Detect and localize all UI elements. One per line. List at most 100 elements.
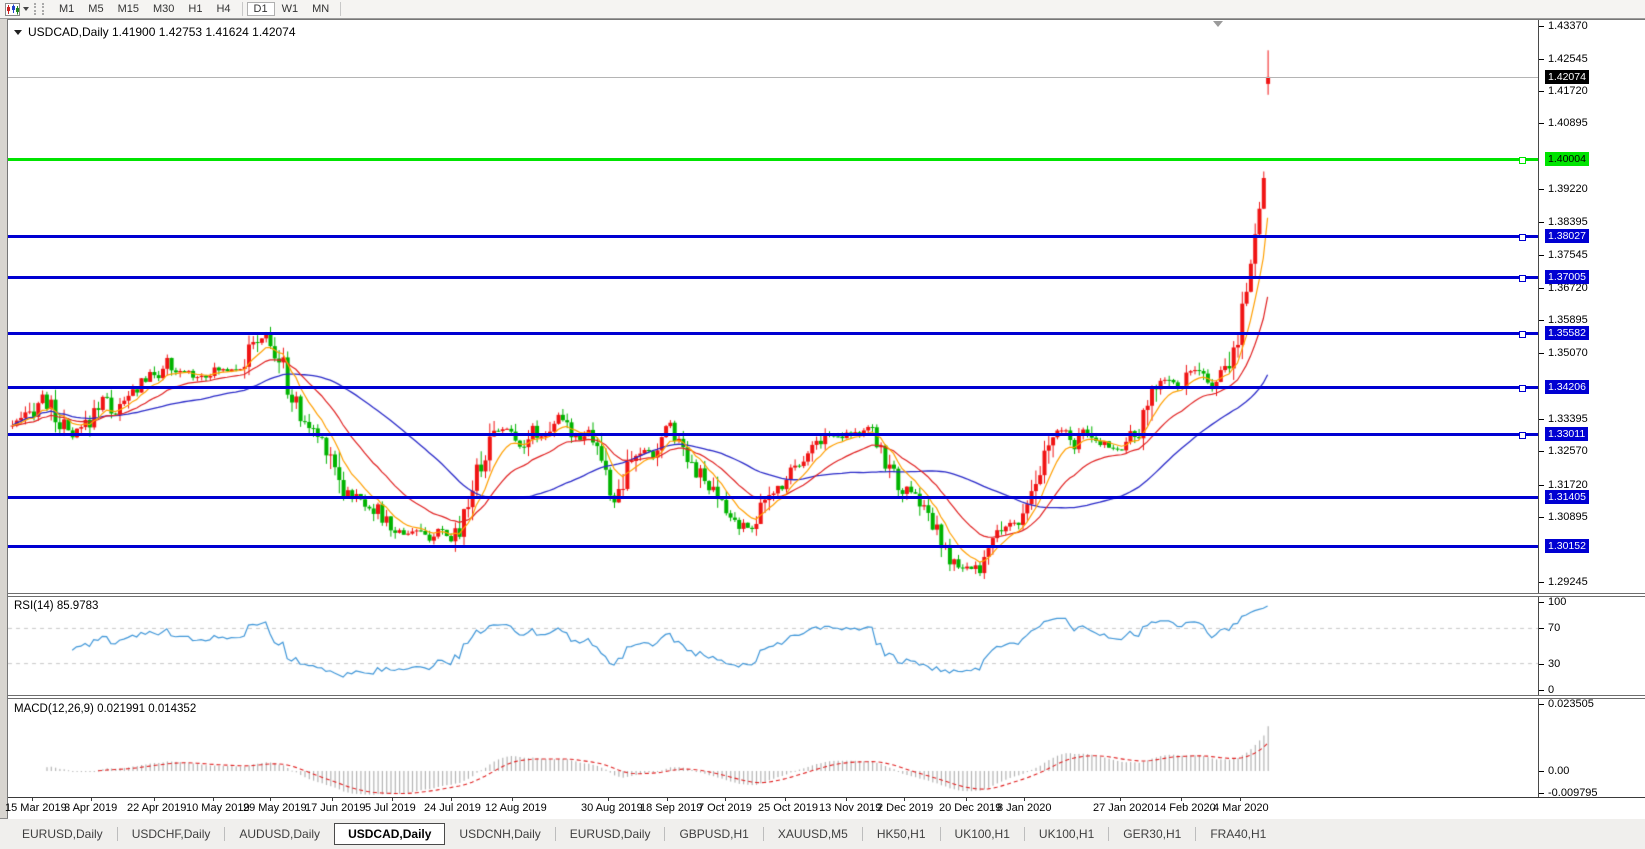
hline-1.40004[interactable] — [8, 156, 1538, 164]
date-label: 10 May 2019 — [186, 802, 250, 814]
price-tick-mark — [1539, 287, 1544, 289]
price-badge-1.34206: 1.34206 — [1545, 379, 1589, 394]
date-label: 27 Jan 2020 — [1093, 802, 1154, 814]
timeframe-button-h4[interactable]: H4 — [216, 3, 231, 15]
chart-tab-usdcnh-daily-4[interactable]: USDCNH,Daily — [459, 827, 541, 841]
chart-tab-bar: EURUSD,Daily USDCHF,Daily AUDUSD,Daily USDC… — [0, 818, 1645, 849]
date-tick-mark — [270, 798, 271, 801]
rsi-tick-label: 0 — [1548, 684, 1555, 696]
toolbar-grip-handle[interactable] — [34, 3, 36, 15]
date-tick-mark — [213, 798, 214, 801]
price-axis[interactable]: 1.40004 1.38027 1.37005 1.35582 1.34206 1.330… — [1538, 20, 1645, 799]
hline-1.34206[interactable] — [8, 384, 1538, 392]
price-tick-label: 1.43370 — [1548, 20, 1588, 33]
hline-1.31405[interactable] — [8, 496, 1538, 500]
date-label: 24 Jul 2019 — [424, 802, 481, 814]
rsi-tick-label: 70 — [1548, 622, 1561, 635]
price-tick-label: 1.35895 — [1548, 314, 1588, 327]
hline-handle[interactable] — [1519, 384, 1526, 392]
timeframe-button-w1[interactable]: W1 — [281, 3, 299, 15]
timeframe-buttons: M1 M5 M15 M30 H1 H4 D1 W1 MN — [52, 2, 345, 16]
price-tick-label: 1.31720 — [1548, 478, 1588, 491]
hline-handle[interactable] — [1519, 156, 1526, 164]
date-tick-mark — [966, 798, 967, 801]
chart-shift-marker[interactable] — [1213, 21, 1223, 27]
chart-title-collapse-arrow-icon[interactable] — [14, 29, 22, 35]
timeframe-button-m5[interactable]: M5 — [88, 3, 104, 15]
hline-handle[interactable] — [1519, 431, 1526, 439]
hline-1.38027[interactable] — [8, 234, 1538, 242]
price-tick-mark — [1539, 58, 1544, 60]
hline-handle[interactable] — [1519, 330, 1526, 338]
chart-tab-xauusd-m5-7[interactable]: XAUUSD,M5 — [777, 827, 848, 841]
rsi-indicator-canvas[interactable] — [8, 596, 1538, 696]
price-tick-mark — [1539, 517, 1544, 519]
chart-title: USDCAD,Daily 1.41900 1.42753 1.41624 1.4… — [28, 25, 296, 39]
date-label: 20 Dec 2019 — [939, 802, 1002, 814]
hline-1.35582[interactable] — [8, 330, 1538, 338]
chart-tab-eurusd-daily-5[interactable]: EURUSD,Daily — [569, 827, 651, 841]
current-price-badge: 1.42074 — [1545, 70, 1589, 85]
chart-tab-eurusd-daily-0[interactable]: EURUSD,Daily — [22, 827, 103, 841]
panel-splitter-rsi[interactable] — [8, 593, 1645, 597]
price-badge-1.35582: 1.35582 — [1545, 325, 1589, 340]
date-tick-mark — [608, 798, 609, 801]
date-label: 7 Oct 2019 — [698, 802, 752, 814]
timeframe-button-m1[interactable]: M1 — [59, 3, 75, 15]
date-tick-mark — [1240, 798, 1241, 801]
chart-tab-usdcad-daily-3[interactable]: USDCAD,Daily — [334, 823, 446, 845]
chart-tab-audusd-daily-2[interactable]: AUDUSD,Daily — [239, 827, 321, 841]
date-label: 29 May 2019 — [243, 802, 307, 814]
date-label: 2 Dec 2019 — [877, 802, 934, 814]
date-label: 12 Aug 2019 — [485, 802, 547, 814]
date-label: 14 Feb 2020 — [1154, 802, 1216, 814]
chart-tab-hk50-h1-8[interactable]: HK50,H1 — [876, 827, 926, 841]
hline-handle[interactable] — [1519, 234, 1526, 242]
price-badge-1.31405: 1.31405 — [1545, 490, 1589, 505]
hline-1.33011[interactable] — [8, 431, 1538, 439]
price-chart-canvas[interactable] — [8, 20, 1538, 594]
price-tick-label: 1.42545 — [1548, 52, 1588, 65]
date-label: 5 Jul 2019 — [365, 802, 416, 814]
tab-separator — [554, 827, 556, 841]
timeframe-button-h1[interactable]: H1 — [188, 3, 203, 15]
tab-separator — [762, 827, 764, 841]
price-tick-mark — [1539, 221, 1544, 223]
price-tick-mark — [1539, 352, 1544, 354]
price-badge-1.40004: 1.40004 — [1545, 151, 1589, 166]
tab-separator — [939, 827, 941, 841]
macd-indicator-canvas[interactable] — [8, 698, 1538, 797]
tab-separator — [1195, 827, 1197, 841]
price-tick-label: 1.38395 — [1548, 215, 1588, 228]
chart-type-dropdown-arrow-icon[interactable] — [23, 7, 29, 11]
chart-tab-fra40-h1-12[interactable]: FRA40,H1 — [1210, 827, 1267, 841]
new-chart-icon[interactable] — [3, 2, 21, 16]
chart-tab-usdchf-daily-1[interactable]: USDCHF,Daily — [131, 827, 211, 841]
chart-tab-uk100-h1-10[interactable]: UK100,H1 — [1038, 827, 1095, 841]
timeframe-button-d1[interactable]: D1 — [246, 2, 275, 16]
timeframe-button-m30[interactable]: M30 — [152, 3, 175, 15]
date-tick-mark — [667, 798, 668, 801]
candlestick-chart-glyph — [4, 2, 20, 16]
chart-tab-ger30-h1-11[interactable]: GER30,H1 — [1123, 827, 1182, 841]
date-label: 18 Sep 2019 — [640, 802, 703, 814]
date-label: 17 Jun 2019 — [305, 802, 366, 814]
timeframe-button-m15[interactable]: M15 — [117, 3, 139, 15]
date-label: 30 Aug 2019 — [581, 802, 643, 814]
date-tick-mark — [1024, 798, 1025, 801]
price-tick-mark — [1539, 418, 1544, 420]
hline-1.30152[interactable] — [8, 545, 1538, 549]
price-badge-1.38027: 1.38027 — [1545, 229, 1589, 244]
timeframe-button-mn[interactable]: MN — [312, 3, 330, 15]
date-label: 22 Apr 2019 — [127, 802, 187, 814]
date-label: 15 Mar 2019 — [5, 802, 67, 814]
panel-splitter-macd[interactable] — [8, 695, 1645, 699]
price-tick-mark — [1539, 255, 1544, 257]
chart-tab-gbpusd-h1-6[interactable]: GBPUSD,H1 — [679, 827, 749, 841]
hline-handle[interactable] — [1519, 274, 1526, 282]
date-axis[interactable]: 15 Mar 2019 3 Apr 2019 22 Apr 2019 10 May 2… — [5, 797, 1645, 819]
rsi-tick-mark — [1539, 602, 1544, 603]
chart-tab-uk100-h1-9[interactable]: UK100,H1 — [954, 827, 1010, 841]
rsi-tick-label: 30 — [1548, 657, 1561, 670]
hline-1.37005[interactable] — [8, 274, 1538, 282]
